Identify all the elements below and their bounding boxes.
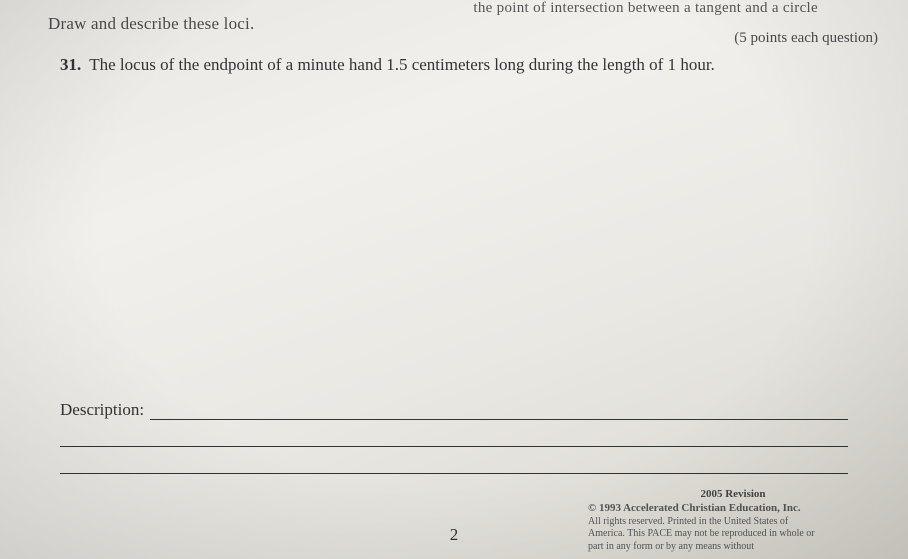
answer-line[interactable] <box>60 473 848 474</box>
description-label: Description: <box>60 400 144 420</box>
section-instruction: Draw and describe these loci. <box>48 14 254 34</box>
points-note: (5 points each question) <box>734 30 878 47</box>
copyright-footer: 2005 Revision © 1993 Accelerated Christi… <box>588 488 878 553</box>
worksheet-page: the point of intersection between a tang… <box>0 0 908 559</box>
copyright-detail: part in any form or by any means without <box>588 541 878 554</box>
partial-text-top: the point of intersection between a tang… <box>473 0 818 17</box>
question-text: The locus of the endpoint of a minute ha… <box>89 55 715 74</box>
page-number: 2 <box>450 525 459 545</box>
answer-line[interactable] <box>150 419 848 420</box>
description-line-1: Description: <box>60 400 848 420</box>
copyright-detail: All rights reserved. Printed in the Unit… <box>588 516 878 529</box>
description-block: Description: <box>60 400 848 500</box>
question-number: 31. <box>60 55 81 74</box>
question-31: 31. The locus of the endpoint of a minute… <box>60 52 868 78</box>
answer-line[interactable] <box>60 446 848 447</box>
copyright-line: © 1993 Accelerated Christian Education, … <box>588 502 878 516</box>
revision-year: 2005 Revision <box>588 488 878 502</box>
copyright-detail: America. This PACE may not be reproduced… <box>588 528 878 541</box>
